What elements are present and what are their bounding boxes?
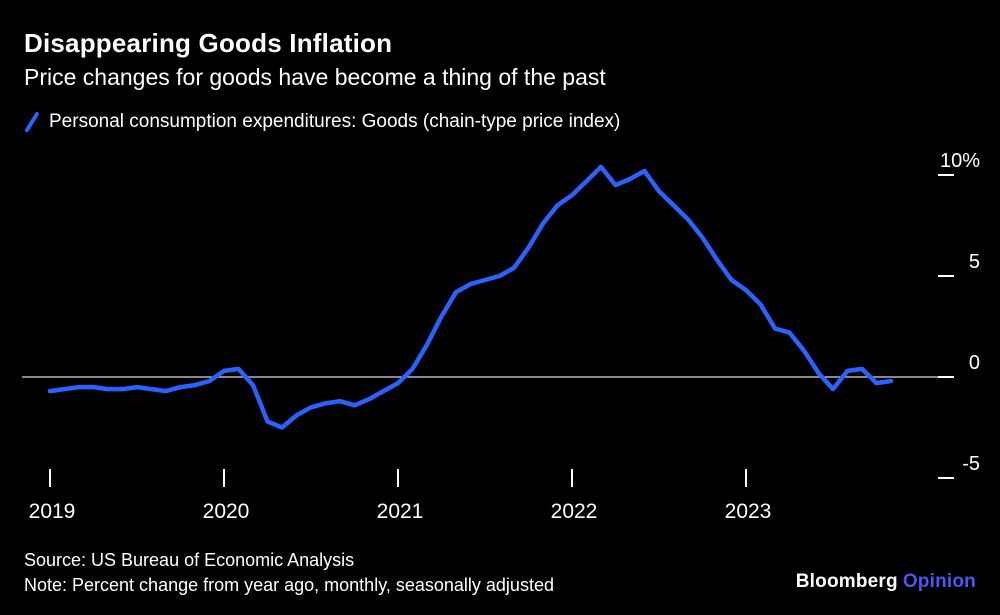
legend-label: Personal consumption expenditures: Goods… <box>49 111 621 132</box>
note-text: Note: Percent change from year ago, mont… <box>24 575 554 595</box>
y-axis-label: 0 <box>969 352 980 374</box>
y-axis-label: 5 <box>969 251 980 273</box>
legend: Personal consumption expenditures: Goods… <box>24 111 620 133</box>
chart-title: Disappearing Goods Inflation <box>24 28 393 58</box>
y-axis-label: 10% <box>940 150 980 172</box>
x-axis-label: 2020 <box>203 500 250 523</box>
y-axis-label: -5 <box>962 453 980 475</box>
brand-suffix: Opinion <box>902 571 976 592</box>
legend-slash-icon <box>25 112 39 132</box>
brand-logo: Bloomberg Opinion <box>796 571 976 593</box>
brand-name: Bloomberg <box>795 571 898 592</box>
x-axis-label: 2019 <box>29 500 76 523</box>
source-text: Source: US Bureau of Economic Analysis <box>24 550 355 570</box>
chart-subtitle: Price changes for goods have become a th… <box>24 64 606 90</box>
x-axis-label: 2023 <box>725 500 772 523</box>
x-axis-label: 2021 <box>377 500 424 523</box>
x-axis-label: 2022 <box>551 500 598 523</box>
series-line-pce-goods <box>47 164 894 430</box>
